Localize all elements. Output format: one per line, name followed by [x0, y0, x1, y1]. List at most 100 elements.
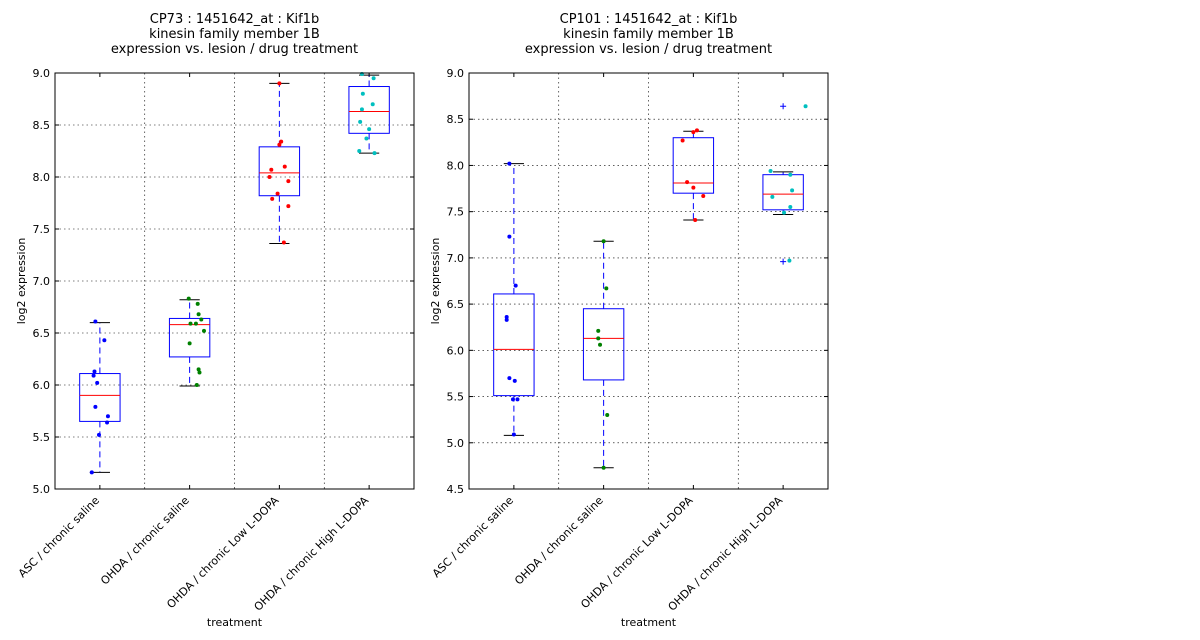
outlier-marker [780, 103, 787, 110]
data-point [513, 283, 518, 288]
data-point [604, 286, 609, 291]
chart-title-line: CP101 : 1451642_at : Kif1b [560, 12, 738, 27]
y-axis-label: log2 expression [15, 238, 28, 325]
data-point [187, 341, 192, 346]
data-point [93, 319, 98, 324]
data-point [367, 127, 372, 132]
y-tick-label: 7.0 [33, 275, 51, 288]
data-point [515, 397, 520, 402]
data-point [694, 128, 699, 133]
data-point [96, 432, 101, 437]
x-tick-label: OHDA / chronic saline [512, 494, 606, 588]
box-iqr [258, 146, 301, 197]
data-point [89, 470, 94, 475]
data-point [510, 397, 515, 402]
data-point [93, 404, 98, 409]
data-point [275, 191, 280, 196]
box-iqr [79, 373, 121, 422]
y-tick-label: 4.5 [447, 483, 465, 496]
y-tick-label: 7.5 [447, 206, 465, 219]
box-iqr [168, 317, 211, 358]
data-point [270, 196, 275, 201]
data-point [358, 119, 363, 124]
box-0 [493, 163, 535, 436]
y-tick-label: 6.5 [33, 327, 51, 340]
plot-frame [468, 72, 829, 490]
y-tick-label: 8.5 [33, 119, 51, 132]
data-point [188, 321, 193, 326]
chart-title-line: expression vs. lesion / drug treatment [525, 42, 772, 57]
data-point [803, 104, 808, 109]
data-point [277, 142, 282, 147]
data-point [788, 205, 793, 210]
data-point [511, 432, 516, 437]
data-point [286, 204, 291, 209]
box-1 [582, 240, 625, 469]
data-point [360, 91, 365, 96]
y-tick-label: 6.0 [447, 344, 465, 357]
data-point [201, 328, 206, 333]
data-point [370, 102, 375, 107]
data-point [507, 161, 512, 166]
y-tick-label: 9.0 [447, 67, 465, 80]
data-point [193, 321, 198, 326]
y-tick-label: 5.0 [447, 437, 465, 450]
data-point [596, 328, 601, 333]
data-point [598, 342, 603, 347]
data-point [504, 317, 509, 322]
x-tick-label: OHDA / chronic saline [98, 494, 192, 588]
y-tick-label: 5.5 [447, 391, 465, 404]
data-point [105, 420, 110, 425]
data-point [782, 210, 787, 215]
data-point [281, 240, 286, 245]
data-point [194, 383, 199, 387]
data-point [277, 81, 282, 86]
data-point [685, 180, 690, 185]
chart-title-line: kinesin family member 1B [563, 27, 734, 42]
data-point [768, 168, 773, 173]
y-axis-label: log2 expression [429, 238, 442, 325]
chart-title-line: kinesin family member 1B [149, 27, 320, 42]
data-point [507, 234, 512, 239]
data-point [91, 373, 96, 378]
data-point [196, 312, 201, 317]
data-point [286, 179, 291, 184]
box-iqr [672, 137, 715, 194]
data-point [371, 76, 376, 81]
data-point [512, 378, 517, 383]
data-point [790, 188, 795, 193]
data-point [596, 336, 601, 341]
data-point [691, 130, 696, 135]
data-point [195, 301, 200, 306]
y-tick-label: 7.0 [447, 252, 465, 265]
outlier-marker [780, 258, 787, 265]
data-point [680, 138, 685, 143]
data-point [199, 317, 204, 322]
chart-title-line: expression vs. lesion / drug treatment [111, 42, 358, 57]
data-point [267, 175, 272, 179]
data-point [364, 136, 369, 141]
data-point [282, 164, 287, 169]
y-tick-label: 9.0 [33, 67, 51, 80]
data-point [105, 414, 110, 419]
data-point [102, 338, 107, 343]
y-tick-label: 7.5 [33, 223, 51, 236]
box-iqr [582, 308, 625, 381]
data-point [504, 315, 509, 320]
data-point [605, 413, 610, 418]
data-point [359, 107, 364, 112]
data-point [693, 217, 698, 222]
data-point [269, 167, 274, 172]
x-axis-label: treatment [207, 616, 263, 629]
data-point [186, 296, 191, 301]
y-tick-label: 5.0 [33, 483, 51, 496]
data-point [787, 258, 792, 263]
box-2 [672, 130, 715, 221]
plot-frame [54, 72, 415, 490]
box-2 [258, 82, 301, 245]
data-point [92, 369, 97, 374]
data-point [691, 185, 696, 190]
box-3 [348, 74, 390, 154]
